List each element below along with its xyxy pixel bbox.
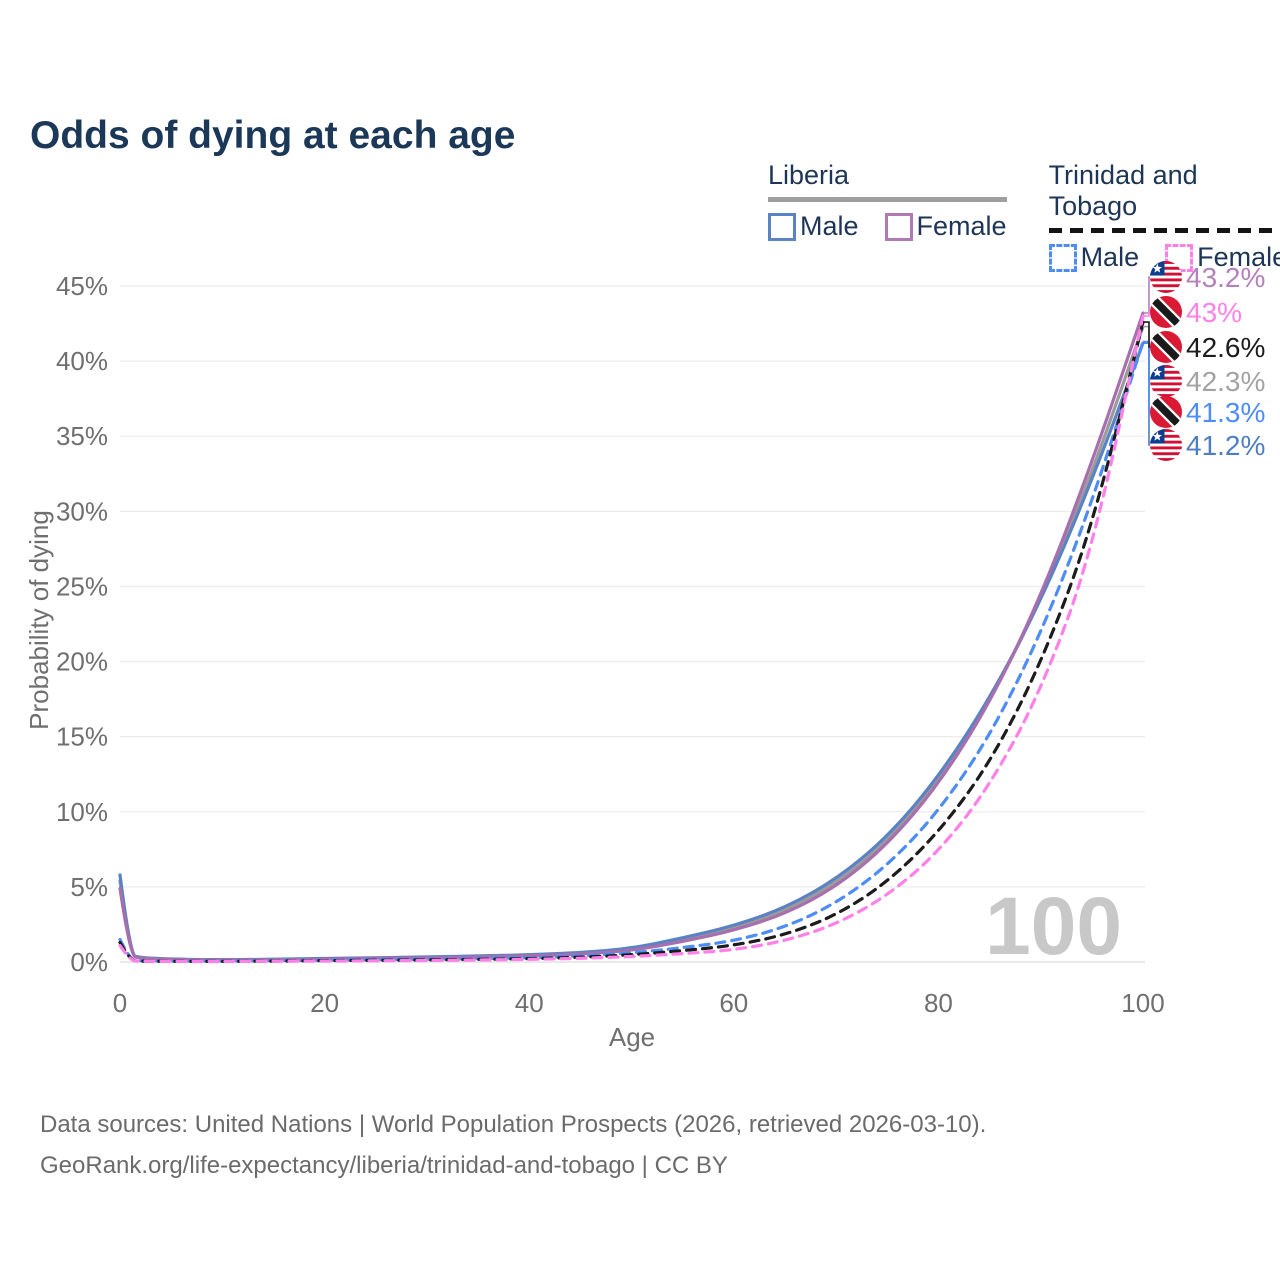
x-axis-title: Age bbox=[609, 1022, 655, 1052]
footer-attribution: GeoRank.org/life-expectancy/liberia/trin… bbox=[40, 1152, 728, 1179]
legend-item-liberia-male[interactable]: Male bbox=[768, 211, 859, 242]
legend-group-trinidad: Trinidad and Tobago Male Female bbox=[1048, 160, 1280, 273]
y-tick-label: 30% bbox=[56, 496, 108, 526]
liberia-flag-icon bbox=[1150, 429, 1182, 461]
y-tick-label: 45% bbox=[56, 271, 108, 301]
trinidad-flag-icon bbox=[1148, 329, 1184, 365]
end-label-value: 42.6% bbox=[1186, 332, 1265, 363]
y-axis-title: Probability of dying bbox=[24, 510, 54, 730]
series-line-trinidad-and-tobago-male[interactable] bbox=[118, 340, 1145, 963]
legend-group-title-trinidad: Trinidad and Tobago bbox=[1048, 160, 1198, 221]
liberia-flag-icon bbox=[1150, 365, 1182, 397]
age-counter-watermark: 100 bbox=[985, 881, 1122, 972]
age-watermark: 100 bbox=[985, 881, 1122, 972]
end-label-liberia-male[interactable]: 41.2% bbox=[1143, 342, 1265, 461]
end-label-trinidad-and-tobago-both[interactable]: 42.6% bbox=[1143, 321, 1265, 365]
x-tick-label: 0 bbox=[113, 988, 127, 1018]
end-label-value: 41.2% bbox=[1186, 430, 1265, 461]
trinidad-male-swatch-icon bbox=[1048, 243, 1077, 272]
legend: Liberia Male Female Trinidad and Tobago … bbox=[768, 160, 1280, 273]
series-line-liberia-both[interactable] bbox=[118, 325, 1145, 962]
end-label-trinidad-and-tobago-female[interactable]: 43% bbox=[1143, 294, 1242, 330]
y-tick-label: 20% bbox=[56, 647, 108, 677]
end-label-trinidad-and-tobago-male[interactable]: 41.3% bbox=[1143, 340, 1265, 430]
trinidad-flag-icon bbox=[1148, 294, 1184, 330]
legend-item-label: Female bbox=[1197, 242, 1280, 272]
end-labels: 42.3% 41.2% 43.2% 41.3% 42.6% 43% bbox=[1143, 261, 1265, 461]
line-chart[interactable]: 0% 5% 10% 15% 20% 25% 30% 35% 40% 45% 0 20 40 60 80 100… bbox=[0, 240, 1280, 1090]
series-line-trinidad-and-tobago-both[interactable] bbox=[118, 320, 1145, 964]
legend-item-trinidad-male[interactable]: Male bbox=[1048, 242, 1140, 273]
y-tick-label: 5% bbox=[70, 872, 108, 902]
liberia-male-swatch-icon bbox=[768, 212, 796, 241]
y-tick-label: 25% bbox=[56, 571, 108, 601]
trinidad-flag-icon bbox=[1148, 394, 1184, 430]
y-tick-label: 10% bbox=[56, 797, 108, 827]
end-label-value: 42.3% bbox=[1186, 366, 1265, 397]
legend-group-title-liberia: Liberia bbox=[768, 160, 850, 190]
leader-line bbox=[1143, 325, 1153, 382]
leader-line bbox=[1143, 342, 1153, 446]
footer-sources: Data sources: United Nations | World Pop… bbox=[40, 1111, 987, 1138]
page-title: Odds of dying at each age bbox=[30, 114, 516, 158]
y-tick-label: 0% bbox=[70, 947, 108, 977]
x-tick-label: 20 bbox=[310, 988, 339, 1018]
end-label-value: 41.3% bbox=[1186, 397, 1265, 428]
footer: Data sources: United Nations | World Pop… bbox=[40, 1104, 986, 1186]
legend-item-liberia-female[interactable]: Female bbox=[884, 211, 1007, 242]
liberia-underline bbox=[768, 197, 1007, 202]
legend-item-label: Female bbox=[916, 211, 1007, 241]
end-label-value: 43% bbox=[1186, 297, 1242, 328]
liberia-female-swatch-icon bbox=[884, 212, 913, 241]
x-tick-label: 60 bbox=[719, 988, 748, 1018]
trinidad-underline bbox=[1048, 228, 1280, 233]
end-label-value: 43.2% bbox=[1186, 262, 1265, 293]
liberia-flag-icon bbox=[1150, 261, 1182, 293]
x-tick-label: 80 bbox=[924, 988, 953, 1018]
gridlines bbox=[120, 285, 1145, 963]
series-line-trinidad-and-tobago-female[interactable] bbox=[118, 314, 1145, 964]
axes: 0% 5% 10% 15% 20% 25% 30% 35% 40% 45% 0 20 40 60 80 100… bbox=[24, 271, 1165, 1052]
series-line-liberia-female[interactable] bbox=[118, 311, 1145, 962]
legend-item-label: Male bbox=[1080, 242, 1140, 272]
y-tick-label: 35% bbox=[56, 421, 108, 451]
y-tick-label: 40% bbox=[56, 346, 108, 376]
series-lines bbox=[118, 311, 1145, 964]
end-label-liberia-female[interactable]: 43.2% bbox=[1143, 261, 1265, 314]
y-tick-label: 15% bbox=[56, 722, 108, 752]
x-tick-label: 100 bbox=[1121, 988, 1164, 1018]
legend-group-liberia: Liberia Male Female bbox=[768, 160, 1007, 273]
legend-item-label: Male bbox=[800, 211, 859, 241]
x-tick-label: 40 bbox=[515, 988, 544, 1018]
